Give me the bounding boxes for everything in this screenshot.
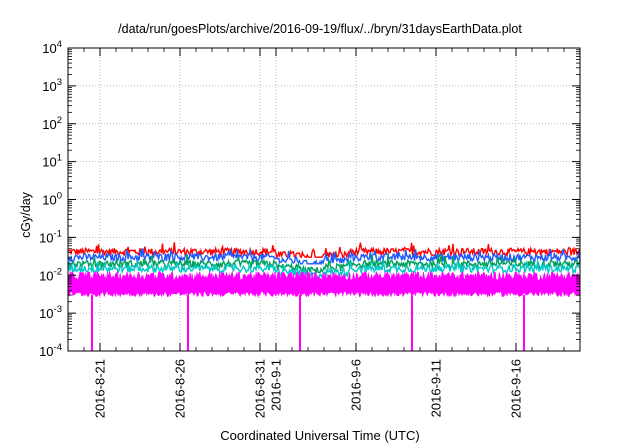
series-cyan-line: [67, 259, 581, 281]
y-tick-label: 10-1: [39, 228, 62, 245]
y-tick-label: 104: [42, 39, 62, 56]
y-tick-label: 10-3: [39, 304, 62, 321]
x-tick-label: 2016-8-31: [253, 359, 268, 418]
y-tick-label: 103: [42, 77, 62, 94]
x-tick-label: 2016-8-21: [93, 359, 108, 418]
y-axis: 10-4 10-3 10-2 10-1 100 101 102 103 104: [39, 39, 580, 359]
y-tick-label: 100: [42, 191, 62, 208]
series-blue-line: [67, 248, 581, 266]
chart-title: /data/run/goesPlots/archive/2016-09-19/f…: [118, 22, 522, 36]
x-tick-label: 2016-9-11: [429, 359, 444, 417]
x-tick-label: 2016-9-1: [269, 359, 284, 411]
x-axis-label: Coordinated Universal Time (UTC): [220, 428, 420, 443]
x-tick-label: 2016-9-16: [509, 359, 524, 418]
series-magenta: [67, 270, 581, 351]
series-green-line: [67, 254, 581, 275]
series-red: [67, 242, 581, 259]
y-tick-label: 102: [42, 115, 62, 132]
x-tick-label: 2016-9-6: [349, 359, 364, 411]
x-tick-label: 2016-8-26: [173, 359, 188, 418]
y-tick-label: 10-4: [39, 342, 62, 359]
series-cyan: [67, 259, 581, 281]
grid: [68, 48, 580, 351]
y-tick-label: 101: [42, 153, 62, 170]
series-blue: [67, 248, 581, 266]
x-axis: 2016-8-21 2016-8-26 2016-8-31 2016-9-1 2016-…: [67, 48, 581, 418]
series-green: [67, 254, 581, 275]
series-red-line: [67, 242, 581, 259]
y-tick-label: 10-2: [39, 266, 62, 283]
